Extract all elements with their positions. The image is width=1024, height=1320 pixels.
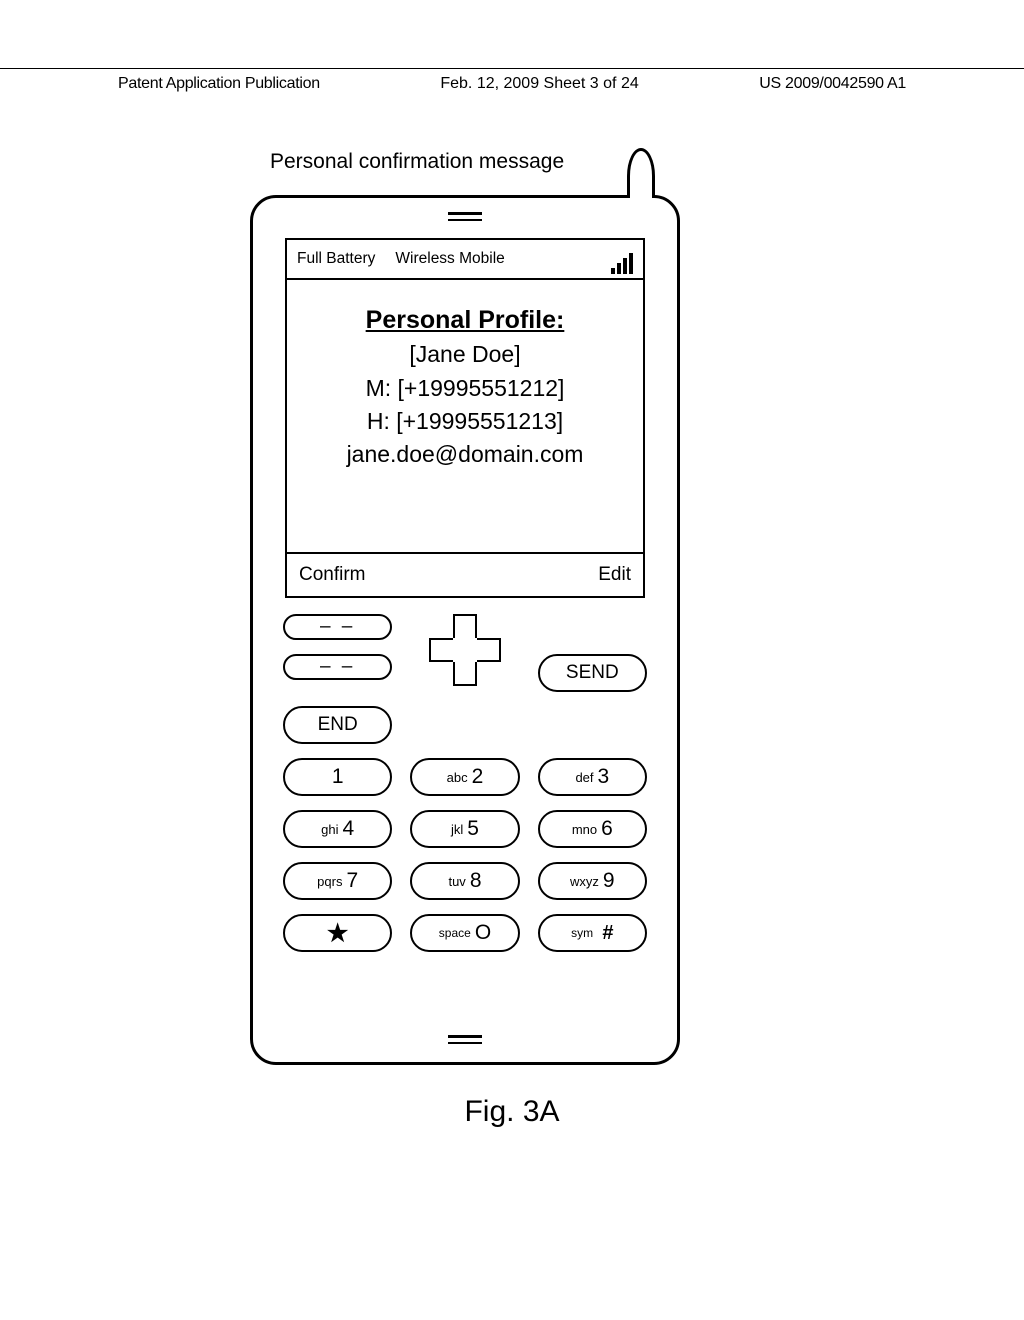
- dpad[interactable]: [429, 614, 501, 686]
- softkey-row: Confirm Edit: [287, 552, 643, 596]
- key-9[interactable]: wxyz9: [538, 862, 647, 900]
- phone-body: Full Battery Wireless Mobile Personal Pr…: [250, 195, 680, 1065]
- end-button[interactable]: END: [283, 706, 392, 744]
- key-4[interactable]: ghi4: [283, 810, 392, 848]
- key-2[interactable]: abc2: [410, 758, 519, 796]
- screen-content: Personal Profile: [Jane Doe] M: [+199955…: [287, 280, 643, 552]
- softkey-left[interactable]: Confirm: [299, 564, 366, 586]
- carrier-status: Wireless Mobile: [395, 250, 504, 268]
- battery-status: Full Battery: [297, 250, 375, 268]
- key-star[interactable]: ★: [283, 914, 392, 952]
- key-0[interactable]: spaceO: [410, 914, 519, 952]
- profile-title: Personal Profile:: [366, 302, 565, 338]
- profile-email: jane.doe@domain.com: [347, 438, 584, 471]
- status-bar: Full Battery Wireless Mobile: [287, 240, 643, 280]
- key-5[interactable]: jkl5: [410, 810, 519, 848]
- key-hash[interactable]: sym #: [538, 914, 647, 952]
- softkey-right[interactable]: Edit: [598, 564, 631, 586]
- profile-home: H: [+19995551213]: [367, 405, 563, 438]
- keypad: – – – – SEND END 1 abc2 def3 ghi4 jkl5: [283, 614, 647, 952]
- send-button[interactable]: SEND: [538, 654, 647, 692]
- page-header: Patent Application Publication Feb. 12, …: [0, 68, 1024, 93]
- phone-antenna: [627, 148, 655, 198]
- signal-icon: [611, 253, 633, 274]
- profile-name: [Jane Doe]: [409, 338, 520, 371]
- header-center-text: Feb. 12, 2009 Sheet 3 of 24: [440, 75, 638, 93]
- speaker-top: [448, 212, 482, 221]
- key-3[interactable]: def3: [538, 758, 647, 796]
- header-right-text: US 2009/0042590 A1: [759, 75, 906, 93]
- figure-label: Fig. 3A: [0, 1095, 1024, 1129]
- diagram-caption: Personal confirmation message: [270, 150, 564, 174]
- phone-screen: Full Battery Wireless Mobile Personal Pr…: [285, 238, 645, 598]
- header-left-text: Patent Application Publication: [118, 75, 320, 93]
- key-6[interactable]: mno6: [538, 810, 647, 848]
- key-8[interactable]: tuv8: [410, 862, 519, 900]
- key-1[interactable]: 1: [283, 758, 392, 796]
- profile-mobile: M: [+19995551212]: [366, 372, 565, 405]
- speaker-bottom: [448, 1035, 482, 1044]
- softkey-button-left[interactable]: – –: [283, 614, 392, 640]
- key-7[interactable]: pqrs7: [283, 862, 392, 900]
- softkey-button-right[interactable]: – –: [283, 654, 392, 680]
